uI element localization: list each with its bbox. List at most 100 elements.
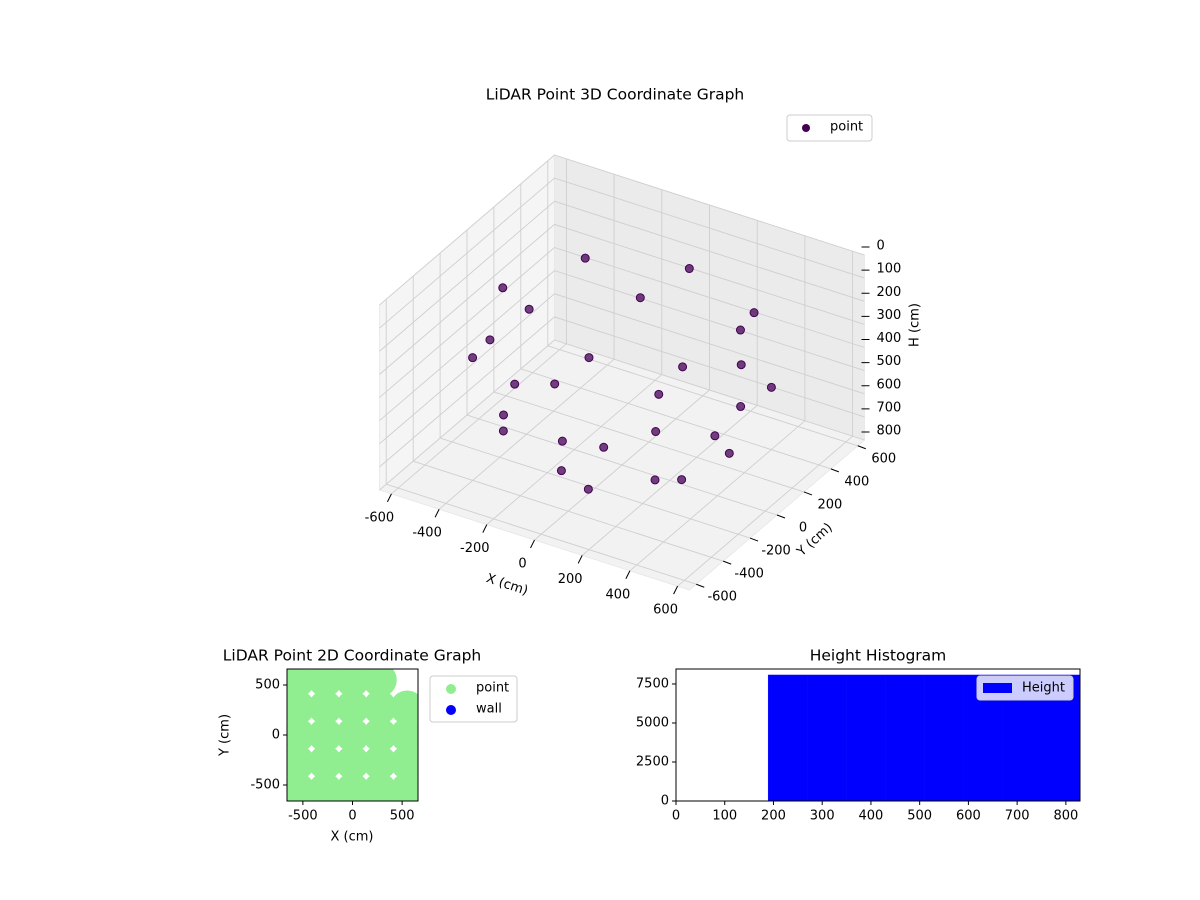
point [710, 431, 720, 441]
y-tick [696, 583, 705, 588]
x-tick-label: 200 [761, 809, 786, 824]
bar [767, 674, 808, 802]
z-axis-label: H (cm) [908, 303, 923, 347]
x-tick [434, 509, 440, 518]
point [583, 484, 593, 494]
point [736, 402, 746, 412]
x-tick-label: -400 [412, 526, 442, 541]
y-tick-label: 5000 [636, 715, 669, 730]
z-tick-label: 800 [877, 424, 902, 439]
x-tick-label: 0 [348, 809, 356, 824]
x-axis-label: X (cm) [331, 830, 374, 845]
point [287, 745, 315, 780]
x-tick-label: 100 [712, 809, 737, 824]
point [335, 745, 370, 780]
x-tick [530, 539, 535, 549]
point [308, 690, 343, 725]
z-tick-label: 700 [877, 400, 902, 415]
x-tick-label: 0 [672, 809, 680, 824]
point [599, 442, 609, 452]
x-tick [386, 493, 392, 503]
point [308, 718, 343, 752]
y-tick-label: 0 [272, 728, 280, 743]
y-tick [749, 537, 759, 542]
point [584, 353, 594, 363]
y-tick-label: 0 [661, 794, 669, 809]
bar [845, 674, 886, 802]
point [654, 389, 664, 399]
point [650, 475, 660, 485]
grid-line [379, 223, 865, 375]
x-tick-label: 800 [1053, 809, 1078, 824]
point [287, 773, 315, 801]
grid-line [379, 270, 865, 421]
point [335, 773, 370, 801]
y-tick [803, 491, 813, 496]
point [362, 669, 397, 697]
legend-label: point [476, 681, 509, 696]
y-tick [722, 560, 732, 565]
x-tick-label: 600 [956, 809, 981, 824]
legend-box [976, 675, 1074, 701]
point [362, 718, 397, 752]
grid-line [379, 246, 865, 398]
grid-line [379, 200, 865, 352]
y-tick [857, 445, 866, 450]
point [390, 773, 418, 801]
point [308, 669, 343, 697]
point [308, 773, 343, 801]
point [651, 427, 661, 437]
grid-line [379, 154, 865, 306]
point [524, 304, 534, 314]
point [677, 475, 687, 485]
legend-label: Height [1022, 681, 1065, 696]
point [498, 283, 508, 293]
legend-marker [802, 124, 810, 132]
y-tick-label: 7500 [636, 676, 669, 691]
x-tick-label: -500 [288, 809, 318, 824]
y-tick-label: 500 [255, 678, 280, 693]
x-tick-label: 600 [653, 603, 678, 618]
x-tick-label: 500 [907, 809, 932, 824]
x-tick-label: 400 [859, 809, 884, 824]
point [390, 690, 418, 725]
z-tick-label: 0 [877, 239, 885, 254]
plot-area [287, 669, 418, 801]
x-tick-label: 500 [390, 809, 415, 824]
z-tick-label: 200 [877, 285, 902, 300]
y-tick-label: -200 [761, 544, 791, 559]
point [766, 382, 776, 392]
point [335, 669, 370, 697]
y-tick [776, 514, 786, 519]
point [390, 745, 418, 780]
legend-marker [446, 684, 456, 694]
grid-line [379, 339, 865, 491]
point [684, 264, 694, 274]
y-tick-label: -600 [707, 590, 737, 605]
legend-label: wall [476, 702, 502, 717]
point [580, 253, 590, 263]
x-tick [625, 570, 631, 579]
bar [884, 674, 925, 802]
x-axis-label: X (cm) [484, 571, 530, 599]
point [362, 745, 397, 780]
x-tick [577, 555, 583, 564]
point [499, 410, 509, 420]
x-tick-label: 0 [518, 557, 526, 572]
point [635, 293, 645, 303]
y-tick-label: 200 [818, 497, 843, 512]
legend-label: point [830, 120, 863, 135]
z-tick-label: 400 [877, 331, 902, 346]
x-tick-label: -600 [365, 510, 395, 525]
y-tick-label: -500 [250, 778, 280, 793]
point [362, 773, 397, 801]
bar [806, 674, 847, 802]
grid-line [379, 177, 865, 329]
z-tick-label: 600 [877, 377, 902, 392]
y-tick-label: 400 [844, 474, 869, 489]
x-tick-label: 300 [810, 809, 835, 824]
point [287, 718, 315, 752]
point [749, 308, 759, 318]
legend-box [786, 114, 873, 142]
point [557, 436, 567, 446]
